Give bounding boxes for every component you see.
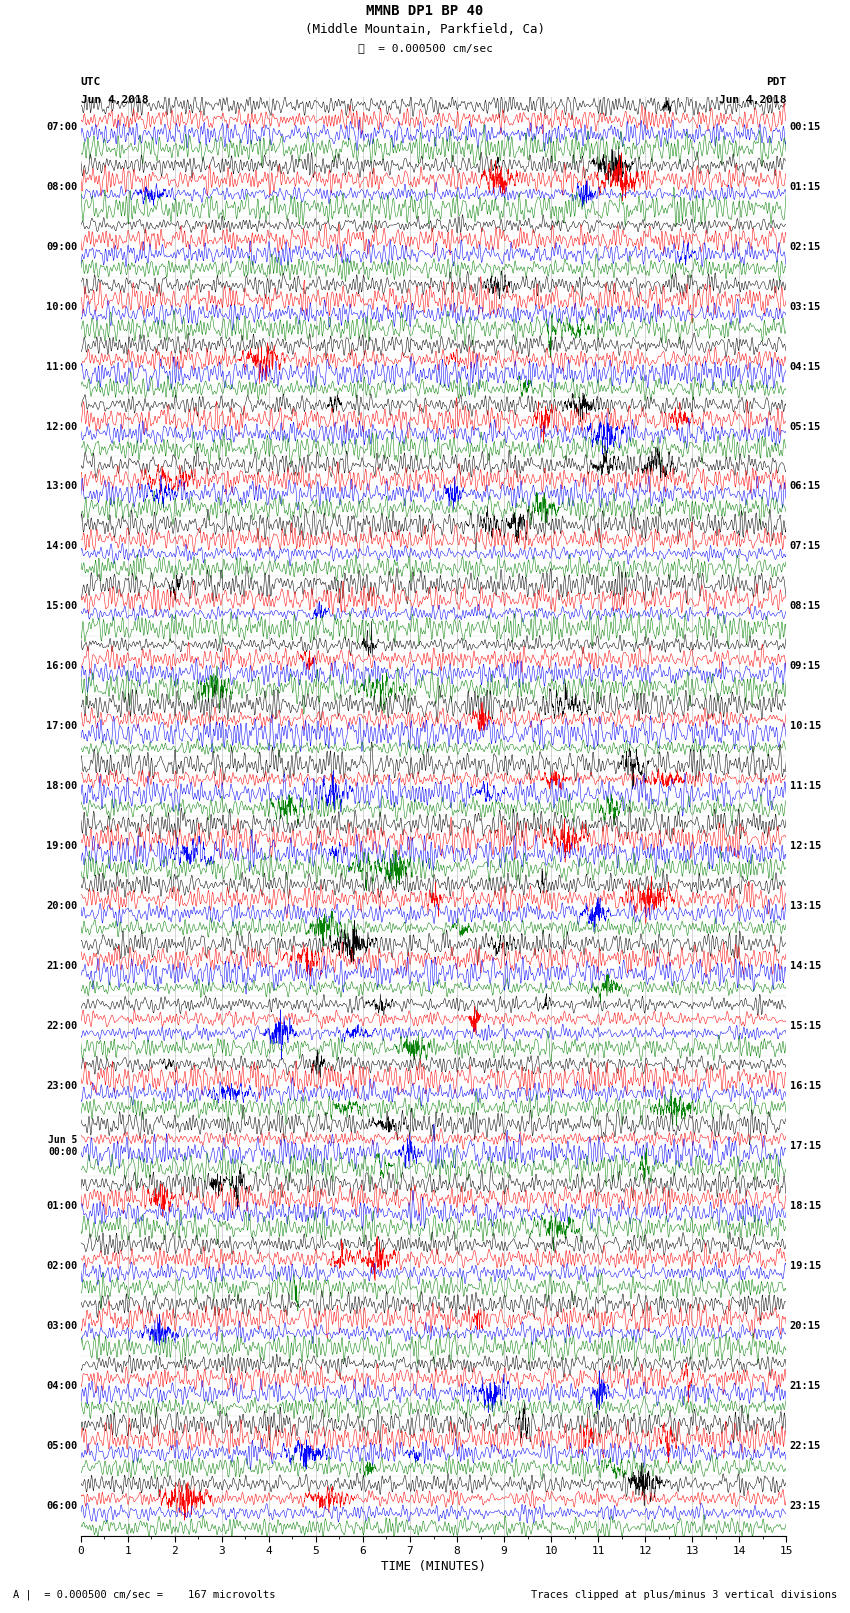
Text: 05:15: 05:15 [790, 421, 821, 432]
Text: 20:00: 20:00 [46, 902, 77, 911]
Text: 06:15: 06:15 [790, 481, 821, 492]
Text: 10:15: 10:15 [790, 721, 821, 731]
Text: 16:15: 16:15 [790, 1081, 821, 1090]
Text: 02:15: 02:15 [790, 242, 821, 252]
Text: 10:00: 10:00 [46, 302, 77, 311]
Text: 19:00: 19:00 [46, 840, 77, 852]
Text: 03:15: 03:15 [790, 302, 821, 311]
Text: 17:00: 17:00 [46, 721, 77, 731]
Text: 18:15: 18:15 [790, 1200, 821, 1211]
Text: 07:00: 07:00 [46, 121, 77, 132]
Text: A |  = 0.000500 cm/sec =    167 microvolts: A | = 0.000500 cm/sec = 167 microvolts [13, 1589, 275, 1600]
Text: UTC: UTC [81, 77, 101, 87]
Text: 19:15: 19:15 [790, 1261, 821, 1271]
Text: 13:00: 13:00 [46, 481, 77, 492]
Text: 23:00: 23:00 [46, 1081, 77, 1090]
Text: 21:00: 21:00 [46, 961, 77, 971]
Text: (Middle Mountain, Parkfield, Ca): (Middle Mountain, Parkfield, Ca) [305, 24, 545, 37]
Text: Traces clipped at plus/minus 3 vertical divisions: Traces clipped at plus/minus 3 vertical … [531, 1590, 837, 1600]
Text: 17:15: 17:15 [790, 1140, 821, 1152]
Text: 07:15: 07:15 [790, 542, 821, 552]
Text: 14:00: 14:00 [46, 542, 77, 552]
Text: 11:00: 11:00 [46, 361, 77, 371]
Text: 00:15: 00:15 [790, 121, 821, 132]
Text: 02:00: 02:00 [46, 1261, 77, 1271]
Text: 09:00: 09:00 [46, 242, 77, 252]
Text: 15:00: 15:00 [46, 602, 77, 611]
Text: 23:15: 23:15 [790, 1500, 821, 1511]
Text: Jun 5
00:00: Jun 5 00:00 [48, 1136, 77, 1157]
Text: 08:00: 08:00 [46, 182, 77, 192]
X-axis label: TIME (MINUTES): TIME (MINUTES) [381, 1560, 486, 1573]
Text: 03:00: 03:00 [46, 1321, 77, 1331]
Text: 09:15: 09:15 [790, 661, 821, 671]
Text: Jun 4,2018: Jun 4,2018 [81, 95, 148, 105]
Text: 22:00: 22:00 [46, 1021, 77, 1031]
Text: 01:00: 01:00 [46, 1200, 77, 1211]
Text: 12:00: 12:00 [46, 421, 77, 432]
Text: 11:15: 11:15 [790, 781, 821, 792]
Text: 04:15: 04:15 [790, 361, 821, 371]
Text: 16:00: 16:00 [46, 661, 77, 671]
Text: 13:15: 13:15 [790, 902, 821, 911]
Text: 01:15: 01:15 [790, 182, 821, 192]
Text: 04:00: 04:00 [46, 1381, 77, 1390]
Text: PDT: PDT [766, 77, 786, 87]
Text: 21:15: 21:15 [790, 1381, 821, 1390]
Text: 12:15: 12:15 [790, 840, 821, 852]
Text: 18:00: 18:00 [46, 781, 77, 792]
Text: 14:15: 14:15 [790, 961, 821, 971]
Text: 06:00: 06:00 [46, 1500, 77, 1511]
Text: 20:15: 20:15 [790, 1321, 821, 1331]
Text: 15:15: 15:15 [790, 1021, 821, 1031]
Text: MMNB DP1 BP 40: MMNB DP1 BP 40 [366, 5, 484, 18]
Text: Jun 4,2018: Jun 4,2018 [719, 95, 786, 105]
Text: 08:15: 08:15 [790, 602, 821, 611]
Text: 22:15: 22:15 [790, 1440, 821, 1450]
Text: 05:00: 05:00 [46, 1440, 77, 1450]
Text: ⏐  = 0.000500 cm/sec: ⏐ = 0.000500 cm/sec [358, 44, 492, 53]
